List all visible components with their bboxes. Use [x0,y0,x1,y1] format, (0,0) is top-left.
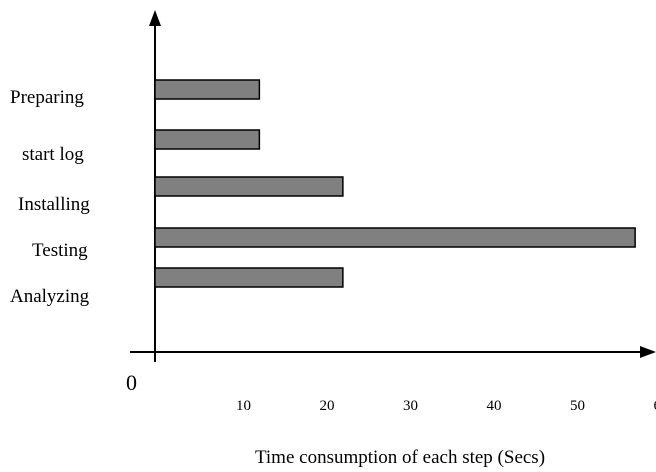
x-axis-label: Time consumption of each step (Secs) [255,447,545,468]
category-label-analyzing: Analyzing [10,286,90,307]
category-label-preparing: Preparing [10,87,84,108]
x-tick-label-40: 40 [487,398,502,414]
origin-label: 0 [126,370,137,395]
category-labels: Preparing start log Installing Testing Analy… [10,87,90,307]
category-label-start-log: start log [22,144,84,165]
bar-installing [154,176,344,197]
x-tick-label-20: 20 [320,398,335,414]
bar-preparing [154,79,261,100]
y-axis-arrow [149,10,161,26]
bars [154,79,636,288]
x-axis-arrow [640,346,656,358]
x-tick-labels: 10 20 30 40 50 60 [236,398,656,414]
x-tick-label-30: 30 [403,398,418,414]
bar-testing [154,227,636,248]
x-tick-label-50: 50 [570,398,585,414]
bar-analyzing [154,267,344,288]
category-label-testing: Testing [32,240,88,261]
category-label-installing: Installing [18,194,90,215]
bar-start-log [154,129,261,150]
x-tick-label-60: 60 [654,398,656,414]
x-tick-label-10: 10 [236,398,251,414]
